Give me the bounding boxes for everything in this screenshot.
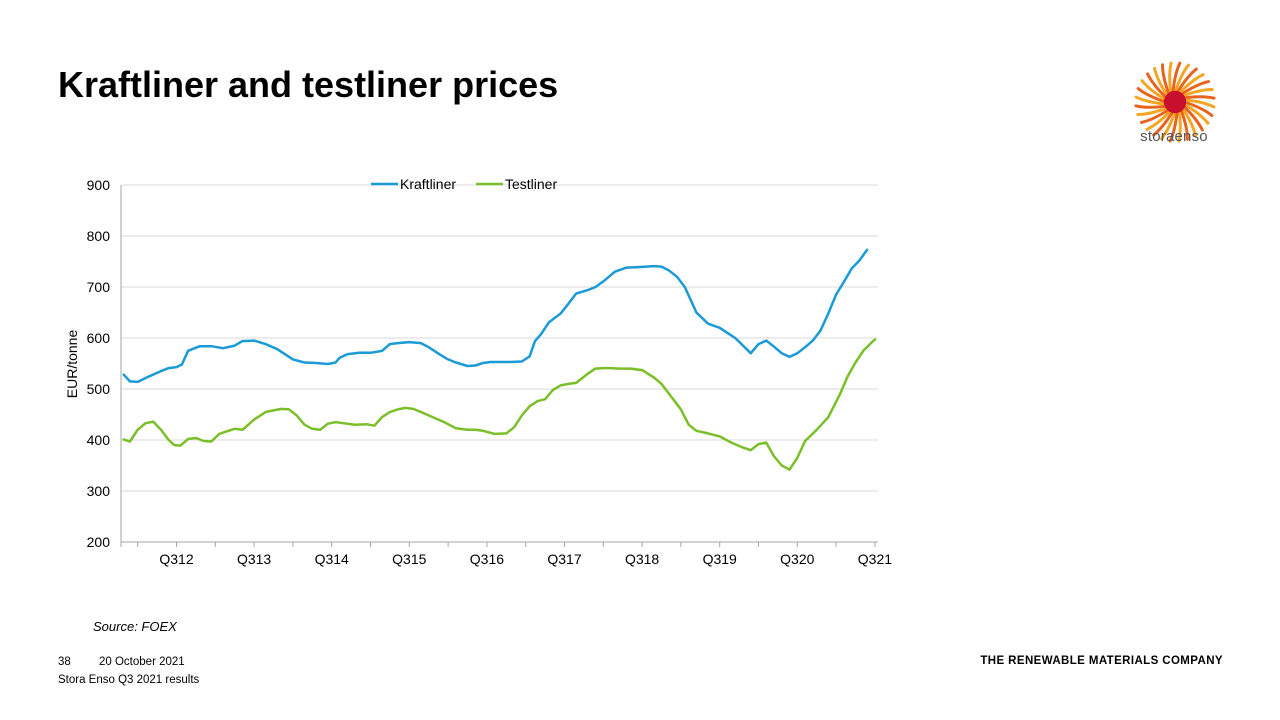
logo-ray <box>1139 107 1171 124</box>
logo-ray <box>1179 107 1189 141</box>
legend-label-testliner: Testliner <box>505 176 557 192</box>
y-tick-label: 800 <box>87 228 111 244</box>
y-tick-label: 600 <box>87 330 111 346</box>
x-tick-label: Q321 <box>858 551 892 567</box>
logo-ray <box>1177 73 1205 96</box>
logo-ray <box>1168 61 1173 96</box>
logo-ray <box>1145 108 1173 131</box>
logo-ray <box>1180 88 1214 98</box>
axes <box>120 185 878 547</box>
logo-ray <box>1153 66 1170 98</box>
company-tagline: THE RENEWABLE MATERIALS COMPANY <box>980 655 1223 667</box>
footer-date: 20 October 2021 <box>99 656 185 668</box>
series-lines <box>122 248 877 471</box>
y-tick-label: 900 <box>87 177 111 193</box>
legend-label-kraftliner: Kraftliner <box>400 176 456 192</box>
logo-ray <box>1173 63 1190 95</box>
logo-ray <box>1181 104 1204 132</box>
x-tick-label: Q318 <box>625 551 659 567</box>
logo-center <box>1163 90 1187 114</box>
logo-ray <box>1181 95 1216 100</box>
logo-ray <box>1136 106 1170 116</box>
logo-ray <box>1160 109 1177 141</box>
legend: Kraftliner Testliner <box>371 176 557 192</box>
y-tick-label: 200 <box>87 534 111 550</box>
logo-ray <box>1134 104 1169 109</box>
x-tick-label: Q315 <box>392 551 426 567</box>
x-tick-label: Q316 <box>470 551 504 567</box>
y-axis-label: EUR/tonne <box>64 330 80 399</box>
logo-ray <box>1175 67 1198 95</box>
logo-ray <box>1171 61 1182 95</box>
source-note: Source: FOEX <box>93 619 177 634</box>
logo-ray <box>1136 87 1168 104</box>
series-line-testliner <box>122 338 877 471</box>
x-tick-label: Q320 <box>780 551 814 567</box>
x-tick-labels: Q312 Q313 Q314 Q315 Q316 Q317 Q318 Q319 Q320 Q321 <box>159 551 892 567</box>
y-tick-label: 500 <box>87 381 111 397</box>
logo-ray <box>1182 102 1210 125</box>
logo-ray <box>1140 79 1168 102</box>
logo-ray <box>1134 95 1168 106</box>
x-tick-label: Q317 <box>547 551 581 567</box>
x-tick-label: Q319 <box>703 551 737 567</box>
page-number: 38 <box>58 656 71 668</box>
y-tick-label: 400 <box>87 432 111 448</box>
logo-ray <box>1180 106 1197 138</box>
y-tick-label: 300 <box>87 483 111 499</box>
x-tick-label: Q314 <box>315 551 349 567</box>
logo-ray <box>1161 63 1171 97</box>
page-title: Kraftliner and testliner prices <box>58 64 559 105</box>
grid-lines <box>121 184 878 492</box>
y-tick-label: 700 <box>87 279 111 295</box>
logo-ray <box>1177 108 1182 143</box>
logo-ray <box>1182 100 1214 117</box>
x-tick-label: Q312 <box>159 551 193 567</box>
logo-ray <box>1182 98 1216 109</box>
logo-wordmark: storaenso <box>1140 128 1208 145</box>
footer-subtitle: Stora Enso Q3 2021 results <box>58 674 200 686</box>
logo-ray <box>1168 109 1179 143</box>
logo-ray <box>1146 72 1169 100</box>
logo-ray <box>1152 109 1175 137</box>
series-line-kraftliner <box>122 248 869 384</box>
stora-enso-logo-icon <box>1134 61 1216 143</box>
logo-ray <box>1179 80 1211 97</box>
y-tick-labels: 200 300 400 500 600 700 800 900 <box>87 177 111 550</box>
x-tick-label: Q313 <box>237 551 271 567</box>
